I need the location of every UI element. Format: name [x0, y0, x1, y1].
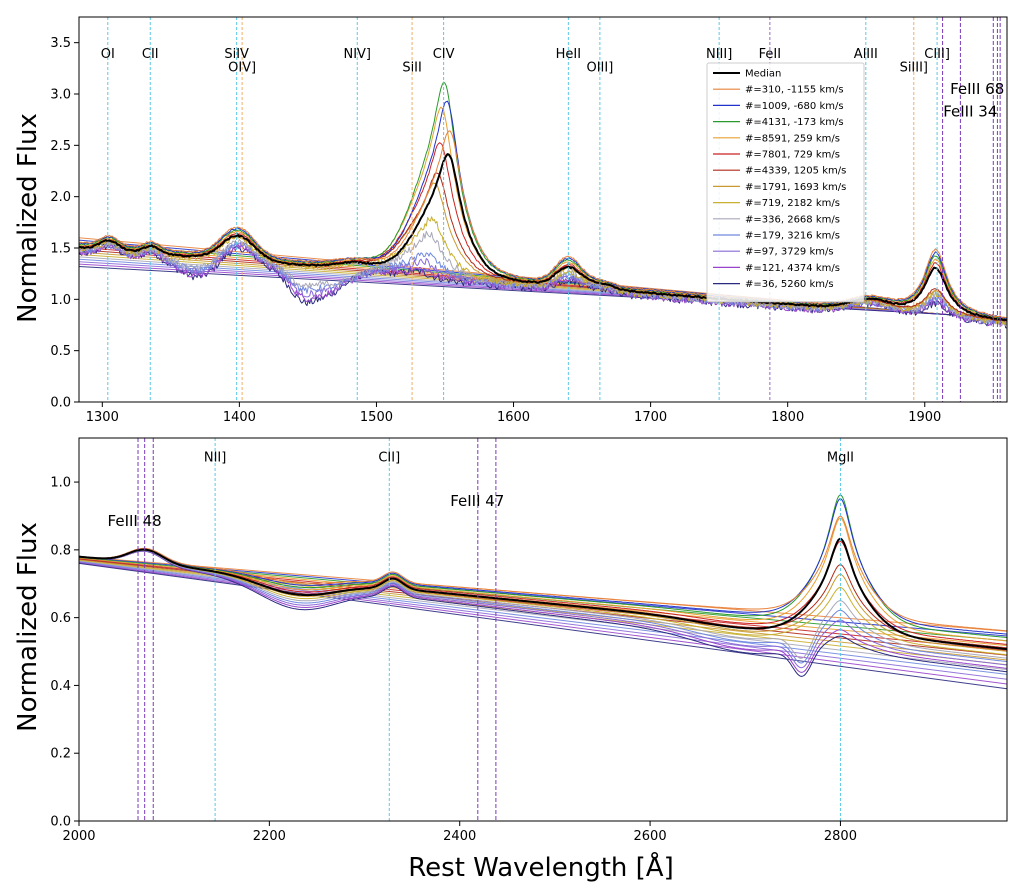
marker-label-OIV: OIV]	[228, 60, 256, 75]
top-line-markers	[107, 17, 1001, 402]
bottom-spectrum-series-8	[79, 549, 1007, 656]
bottom-ytick-label-3: 0.6	[50, 611, 71, 626]
bottom-xtick-label-2200: 2200	[253, 829, 286, 844]
top-ytick-label-0: 0.0	[50, 396, 71, 411]
bottom-axes: NII] CII] MgII FeIII 48 FeIII 47 2000 2200 2400…	[50, 437, 1008, 844]
marker-label-NIV: NIV]	[343, 47, 371, 62]
marker-label-SiIII: SiIII]	[900, 60, 928, 75]
bottom-x-axis-label: Rest Wavelength [Å]	[408, 851, 673, 883]
bottom-ytick-label-5: 1.0	[50, 476, 71, 491]
bottom-y-axis-label: Normalized Flux	[13, 522, 43, 732]
top-ytick-label-2: 1.0	[50, 293, 71, 308]
bottom-ytick-label-4: 0.8	[50, 543, 71, 558]
bottom-spectrum-series-11	[79, 550, 1007, 669]
bottom-axes-frame	[78, 437, 1008, 822]
bottom-spectrum-series-4	[79, 517, 1007, 642]
feiii-label-0: FeIII 48	[108, 512, 162, 530]
marker-label-NII: NII]	[204, 451, 226, 466]
legend-label-10: #=179, 3216 km/s	[745, 231, 840, 242]
marker-label-OIII: OIII]	[586, 60, 613, 75]
bottom-ytick-label-2: 0.4	[50, 679, 71, 694]
legend-label-5: #=7801, 729 km/s	[745, 150, 840, 161]
top-ytick-label-4: 2.0	[50, 190, 71, 205]
legend-label-2: #=1009, -680 km/s	[745, 101, 844, 112]
top-xtick-label-1400: 1400	[223, 410, 256, 425]
bottom-continuum-2	[79, 556, 1007, 637]
bottom-line-markers	[137, 438, 841, 821]
top-spectra	[79, 81, 1007, 329]
top-ytick-label-6: 3.0	[50, 88, 71, 103]
legend-label-13: #=36, 5260 km/s	[745, 279, 834, 290]
bottom-xtick-label-2400: 2400	[443, 829, 476, 844]
top-xtick-label-1300: 1300	[86, 410, 119, 425]
top-xtick-label-1900: 1900	[908, 410, 941, 425]
legend-label-4: #=8591, 259 km/s	[745, 133, 840, 144]
legend-label-9: #=336, 2668 km/s	[745, 214, 840, 225]
bottom-spectrum-series-2	[79, 498, 1007, 635]
top-ytick-label-5: 2.5	[50, 139, 71, 154]
marker-label-CII: CII	[142, 47, 159, 62]
bottom-spectrum-series-1	[79, 515, 1007, 632]
bottom-xtick-label-2000: 2000	[62, 829, 95, 844]
marker-label-MgII: MgII	[827, 451, 854, 466]
bottom-spectrum-series-12	[79, 550, 1007, 673]
legend-label-1: #=310, -1155 km/s	[745, 85, 844, 96]
bottom-continuum-13	[79, 562, 1007, 690]
top-xtick-label-1800: 1800	[771, 410, 804, 425]
bottom-spectra	[79, 494, 1007, 690]
top-axes-frame	[78, 16, 1008, 403]
bottom-continuum-11	[79, 561, 1007, 680]
feiii-label-0: FeIII 68	[950, 80, 1004, 98]
bottom-ytick-label-1: 0.2	[50, 747, 71, 762]
marker-label-SiIV: SiIV	[224, 47, 249, 62]
marker-label-AlIII: AlIII	[854, 47, 878, 62]
top-legend: Median #=310, -1155 km/s #=1009, -680 km/s…	[706, 62, 865, 303]
marker-label-HeII: HeII	[556, 47, 581, 62]
legend-label-11: #=97, 3729 km/s	[745, 247, 834, 258]
marker-label-NIII: NIII]	[706, 47, 732, 62]
legend-label-3: #=4131, -173 km/s	[745, 117, 844, 128]
top-xtick-label-1500: 1500	[360, 410, 393, 425]
bottom-spectrum-series-13	[79, 550, 1007, 677]
bottom-ytick-label-0: 0.0	[50, 815, 71, 830]
bottom-spectrum-series-10	[79, 550, 1007, 664]
top-continuum-13	[79, 265, 1007, 319]
bottom-spectrum-series-3	[79, 494, 1007, 638]
bottom-spectrum-series-9	[79, 549, 1007, 659]
marker-label-FeII: FeII	[759, 47, 781, 62]
top-y-axis-label: Normalized Flux	[13, 113, 43, 323]
top-spectrum-series-5	[79, 142, 1007, 321]
feiii-label-1: FeIII 47	[450, 492, 504, 510]
legend-label-12: #=121, 4374 km/s	[745, 263, 840, 274]
bottom-xtick-label-2600: 2600	[634, 829, 667, 844]
marker-label-CIII: CIII]	[924, 47, 950, 62]
legend-label-6: #=4339, 1205 km/s	[745, 166, 846, 177]
marker-label-CII: CII]	[378, 451, 400, 466]
bottom-continuum-12	[79, 562, 1007, 685]
top-ytick-label-3: 1.5	[50, 242, 71, 257]
top-xtick-label-1600: 1600	[497, 410, 530, 425]
legend-label-0: Median	[745, 69, 781, 80]
legend-label-7: #=1791, 1693 km/s	[745, 182, 846, 193]
marker-label-SiII: SiII	[402, 60, 422, 75]
marker-label-OI: OI	[101, 47, 115, 62]
bottom-spectrum-median	[79, 537, 1007, 651]
bottom-panel: NII] CII] MgII FeIII 48 FeIII 47 2000 2200 2400…	[50, 437, 1008, 844]
legend-box	[706, 62, 865, 303]
top-xtick-label-1700: 1700	[634, 410, 667, 425]
top-ytick-label-7: 3.5	[50, 36, 71, 51]
marker-label-CIV: CIV	[433, 47, 455, 62]
bottom-xtick-label-2800: 2800	[824, 829, 857, 844]
legend-label-8: #=719, 2182 km/s	[745, 198, 840, 209]
feiii-label-1: FeIII 34	[943, 103, 997, 121]
top-ytick-label-1: 0.5	[50, 344, 71, 359]
